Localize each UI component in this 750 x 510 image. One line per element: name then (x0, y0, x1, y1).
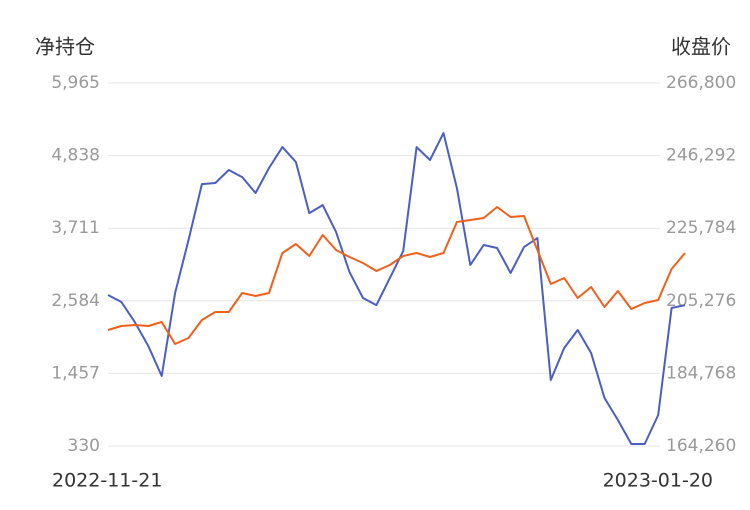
y-tick-label: 5,965 (51, 73, 100, 93)
series-line (107, 206, 686, 345)
y2-tick-label: 246,292 (666, 146, 736, 166)
series-line (107, 132, 686, 445)
x-tick-label: 2023-01-20 (603, 470, 713, 492)
y2-tick-label: 225,784 (666, 218, 736, 238)
y-tick-label: 4,838 (51, 146, 100, 166)
y-tick-label: 330 (68, 436, 100, 456)
y-tick-label: 3,711 (51, 218, 100, 238)
y-axis-title: 净持仓 (35, 35, 95, 59)
y-tick-label: 2,584 (51, 291, 100, 311)
y-tick-label: 1,457 (51, 363, 100, 383)
x-tick-label: 2022-11-21 (52, 470, 162, 492)
y2-tick-label: 184,768 (666, 363, 736, 383)
y2-tick-label: 164,260 (666, 436, 736, 456)
y2-axis-title: 收盘价 (671, 35, 731, 59)
y2-tick-label: 266,800 (666, 73, 736, 93)
